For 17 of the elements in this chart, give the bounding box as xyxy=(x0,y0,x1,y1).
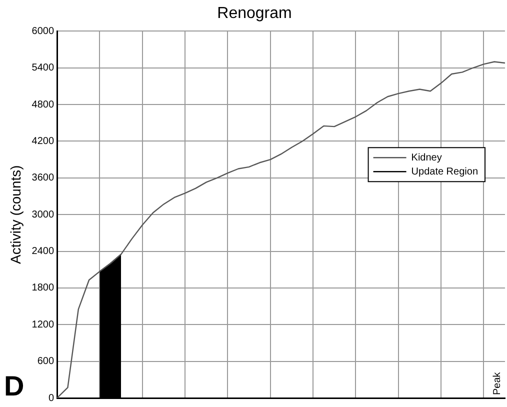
y-tick-label: 3000 xyxy=(32,209,54,220)
y-tick-label: 6000 xyxy=(32,26,54,37)
legend-label: Kidney xyxy=(411,152,442,164)
y-tick-label: 5400 xyxy=(32,62,54,74)
y-tick-label: 1800 xyxy=(32,282,54,294)
chart-title: Renogram xyxy=(217,5,292,22)
y-tick-label: 600 xyxy=(37,356,54,368)
legend-label: Update Region xyxy=(411,166,478,178)
y-tick-label: 3600 xyxy=(32,172,54,184)
y-tick-label: 2400 xyxy=(32,246,54,258)
y-axis-title: Activity (counts) xyxy=(7,165,24,264)
y-tick-label: 0 xyxy=(48,392,54,404)
annotation: Peak xyxy=(492,371,503,395)
text: D xyxy=(4,370,24,402)
y-tick-label: 4200 xyxy=(32,136,54,147)
y-tick-label: 4800 xyxy=(32,99,54,110)
y-tick-label: 1200 xyxy=(32,319,54,330)
